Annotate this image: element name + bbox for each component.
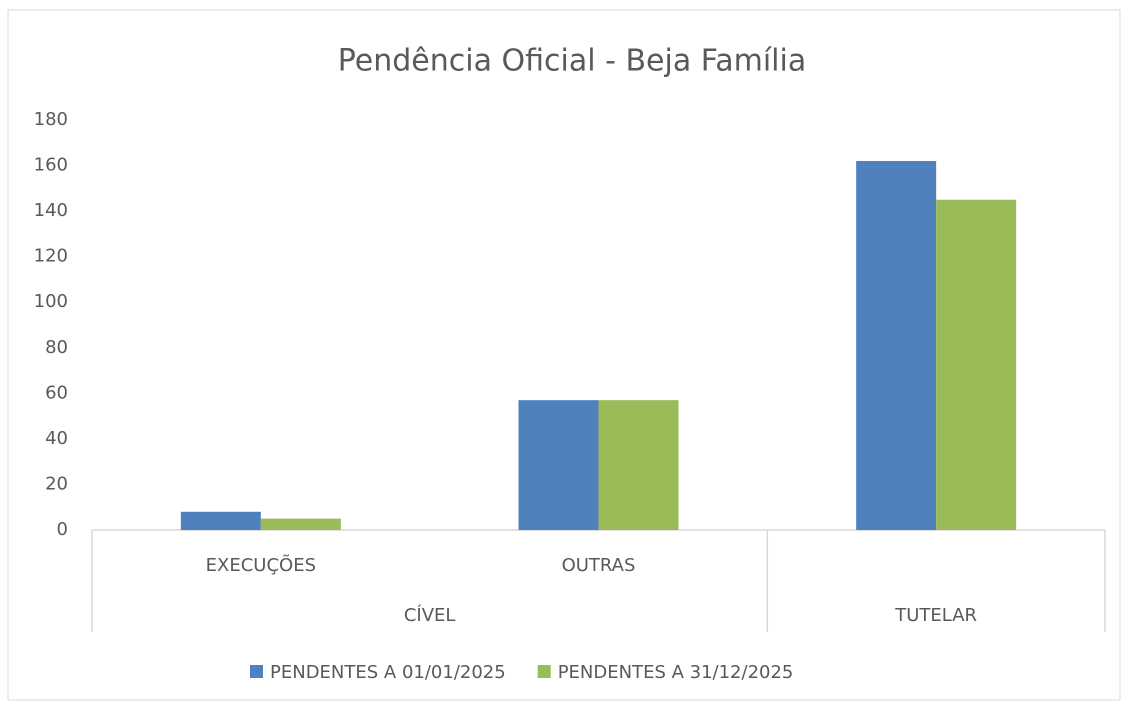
x-tick-label: OUTRAS (562, 555, 636, 576)
y-tick-label: 180 (34, 109, 68, 130)
y-tick-label: 20 (45, 473, 68, 494)
y-tick-label: 140 (34, 200, 68, 221)
legend-swatch (250, 665, 263, 678)
legend-swatch (537, 665, 551, 678)
legend-label: PENDENTES A 31/12/2025 (558, 662, 794, 683)
y-tick-label: 80 (45, 337, 68, 358)
chart-title: Pendência Oficial - Beja Família (338, 44, 807, 79)
bar (856, 161, 937, 530)
y-tick-label: 100 (34, 291, 68, 312)
group-label: TUTELAR (894, 605, 977, 626)
x-tick-label: EXECUÇÕES (206, 554, 316, 576)
y-tick-label: 0 (57, 519, 68, 540)
bar (180, 511, 261, 530)
y-tick-label: 120 (34, 246, 68, 267)
legend-label: PENDENTES A 01/01/2025 (270, 662, 506, 683)
group-label: CÍVEL (404, 604, 456, 626)
bar (936, 199, 1017, 530)
y-tick-label: 160 (34, 155, 68, 176)
y-tick-label: 60 (45, 382, 68, 403)
bar (260, 518, 341, 530)
y-tick-label: 40 (45, 428, 68, 449)
bar (598, 400, 679, 530)
bar (518, 400, 599, 530)
